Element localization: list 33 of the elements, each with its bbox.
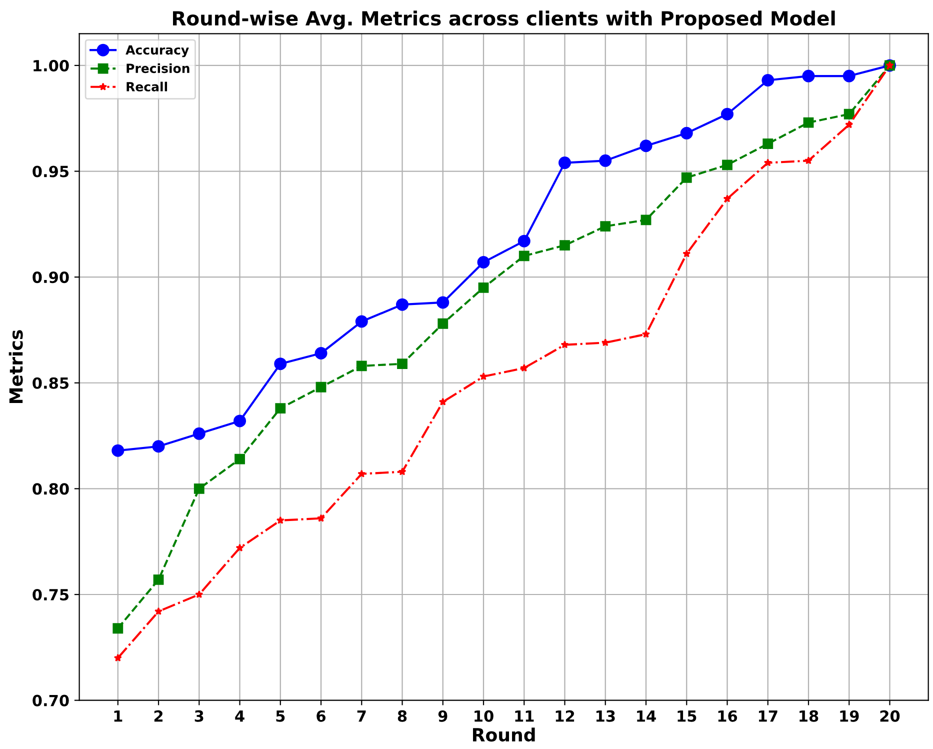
legend-label: Accuracy bbox=[126, 45, 189, 58]
y-tick-label: 0.85 bbox=[32, 377, 69, 389]
x-tick-label: 13 bbox=[596, 710, 615, 722]
x-tick-label: 11 bbox=[515, 710, 534, 722]
x-tick-label: 5 bbox=[276, 710, 285, 722]
x-tick-label: 12 bbox=[556, 710, 574, 722]
x-tick-label: 3 bbox=[194, 710, 204, 722]
x-tick-label: 6 bbox=[316, 710, 326, 722]
x-tick-label: 17 bbox=[758, 710, 778, 722]
chart-title: Round-wise Avg. Metrics across clients with Proposed Model bbox=[173, 10, 835, 30]
x-tick-label: 19 bbox=[840, 710, 859, 722]
x-tick-label: 2 bbox=[154, 710, 163, 722]
y-tick-label: 0.75 bbox=[32, 588, 69, 601]
x-tick-label: 14 bbox=[637, 710, 656, 722]
x-tick-label: 1 bbox=[114, 710, 122, 722]
legend-label: Recall bbox=[126, 82, 168, 92]
y-tick-label: 0.90 bbox=[32, 272, 69, 284]
x-tick-label: 16 bbox=[718, 710, 738, 722]
y-tick-label: 1.00 bbox=[34, 60, 69, 72]
x-tick-label: 18 bbox=[800, 710, 818, 722]
x-axis-title: Round bbox=[473, 728, 535, 742]
y-tick-label: 0.95 bbox=[32, 166, 69, 178]
x-tick-label: 7 bbox=[357, 710, 366, 722]
x-tick-label: 9 bbox=[438, 710, 448, 722]
x-tick-label: 20 bbox=[880, 710, 900, 722]
y-tick-label: 0.80 bbox=[32, 483, 69, 495]
y-tick-label: 0.70 bbox=[32, 694, 69, 706]
x-tick-label: 15 bbox=[678, 710, 696, 722]
legend-label: Precision bbox=[126, 63, 190, 74]
x-tick-label: 10 bbox=[474, 710, 494, 722]
x-tick-label: 4 bbox=[235, 710, 244, 722]
x-tick-label: 8 bbox=[398, 710, 407, 722]
y-axis-title: Metrics bbox=[8, 330, 23, 404]
